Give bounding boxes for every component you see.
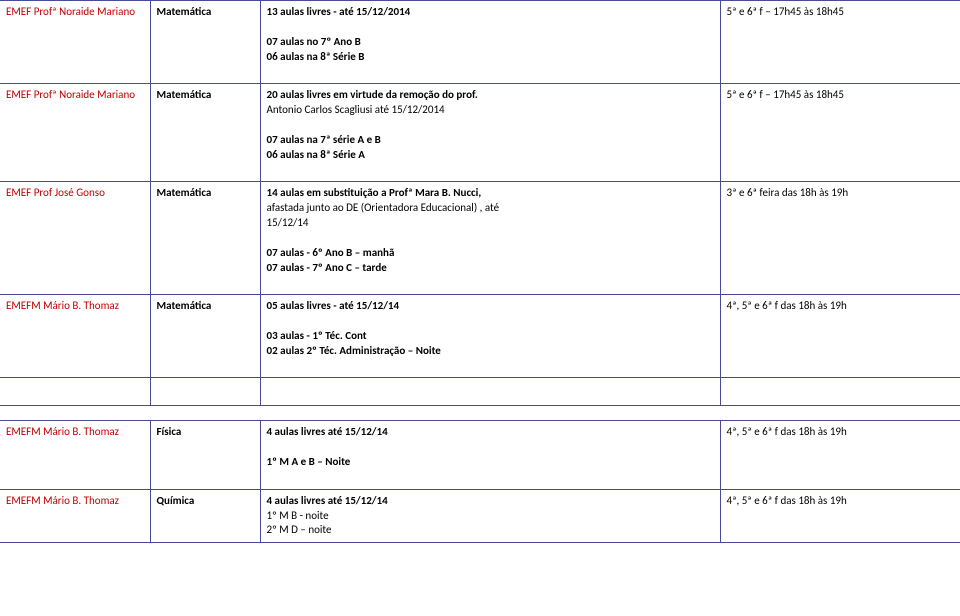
school-name: EMEF Profª Noraide Mariano	[6, 5, 135, 18]
cell-subject: Física	[150, 421, 260, 489]
desc-title-line2: Antonio Carlos Scagliusi até 15/12/2014	[267, 103, 445, 116]
cell-desc: 13 aulas livres - até 15/12/2014 07 aula…	[260, 1, 720, 84]
schedule-text: 5ª e 6ª f – 17h45 às 18h45	[727, 5, 844, 18]
table-row-spacer	[0, 378, 960, 406]
schedule-table: EMEF Profª Noraide Mariano Matemática 13…	[0, 0, 960, 406]
desc-title: 13 aulas livres - até 15/12/2014	[267, 5, 411, 18]
cell-schedule: 4ª, 5ª e 6ª f das 18h às 19h	[720, 421, 960, 489]
cell-schedule: 5ª e 6ª f – 17h45 às 18h45	[720, 1, 960, 84]
cell-desc: 4 aulas livres até 15/12/14 1º M B - noi…	[260, 489, 720, 543]
cell-school: EMEF Prof José Gonso	[0, 182, 150, 295]
cell-desc: 05 aulas livres - até 15/12/14 03 aulas …	[260, 295, 720, 378]
subject: Física	[157, 425, 182, 438]
subject: Química	[157, 494, 195, 507]
cell-subject: Matemática	[150, 1, 260, 84]
table-row: EMEF Profª Noraide Mariano Matemática 20…	[0, 84, 960, 182]
desc-line: 06 aulas na 8ª Série A	[267, 148, 365, 161]
cell-schedule: 5ª e 6ª f – 17h45 às 18h45	[720, 84, 960, 182]
table-row: EMEF Prof José Gonso Matemática 14 aulas…	[0, 182, 960, 295]
school-name: EMEFM Mário B. Thomaz	[6, 425, 119, 438]
school-name: EMEF Profª Noraide Mariano	[6, 88, 135, 101]
subject: Matemática	[157, 186, 212, 199]
schedule-text: 3ª e 6ª feira das 18h às 19h	[727, 186, 849, 199]
cell-subject: Química	[150, 489, 260, 543]
cell-school: EMEFM Mário B. Thomaz	[0, 489, 150, 543]
desc-line: 07 aulas no 7º Ano B	[267, 35, 361, 48]
table-row: EMEFM Mário B. Thomaz Física 4 aulas liv…	[0, 421, 960, 489]
desc-line: 07 aulas - 7º Ano C – tarde	[267, 261, 387, 274]
subject: Matemática	[157, 299, 212, 312]
schedule-text: 5ª e 6ª f – 17h45 às 18h45	[727, 88, 844, 101]
desc-title-line: 15/12/14	[267, 216, 309, 229]
desc-line: 02 aulas 2º Téc. Administração – Noite	[267, 344, 441, 357]
cell-schedule: 3ª e 6ª feira das 18h às 19h	[720, 182, 960, 295]
desc-line: 03 aulas - 1º Téc. Cont	[267, 329, 367, 342]
table-row: EMEFM Mário B. Thomaz Química 4 aulas li…	[0, 489, 960, 543]
subject: Matemática	[157, 5, 212, 18]
cell-desc: 20 aulas livres em virtude da remoção do…	[260, 84, 720, 182]
cell-desc: 4 aulas livres até 15/12/14 1º M A e B –…	[260, 421, 720, 489]
desc-title: 20 aulas livres em virtude da remoção do…	[267, 88, 478, 101]
desc-title: 14 aulas em substituição a Profª Mara B.…	[267, 186, 482, 199]
schedule-text: 4ª, 5ª e 6ª f das 18h às 19h	[727, 494, 847, 507]
table-row: EMEFM Mário B. Thomaz Matemática 05 aula…	[0, 295, 960, 378]
cell-subject: Matemática	[150, 182, 260, 295]
desc-title: 4 aulas livres até 15/12/14	[267, 494, 388, 507]
desc-line: 06 aulas na 8ª Série B	[267, 50, 365, 63]
cell-subject: Matemática	[150, 295, 260, 378]
cell-school: EMEFM Mário B. Thomaz	[0, 295, 150, 378]
table-row: EMEF Profª Noraide Mariano Matemática 13…	[0, 1, 960, 84]
schedule-text: 4ª, 5ª e 6ª f das 18h às 19h	[727, 299, 847, 312]
schedule-table-2: EMEFM Mário B. Thomaz Física 4 aulas liv…	[0, 420, 960, 543]
cell-school: EMEF Profª Noraide Mariano	[0, 1, 150, 84]
cell-schedule: 4ª, 5ª e 6ª f das 18h às 19h	[720, 489, 960, 543]
desc-line: 2º M D – noite	[267, 523, 332, 536]
desc-line: 07 aulas na 7ª série A e B	[267, 133, 381, 146]
desc-title: 4 aulas livres até 15/12/14	[267, 425, 388, 438]
desc-title-line: afastada junto ao DE (Orientadora Educac…	[267, 201, 500, 214]
subject: Matemática	[157, 88, 212, 101]
school-name: EMEFM Mário B. Thomaz	[6, 299, 119, 312]
desc-line: 1º M A e B – Noite	[267, 455, 351, 468]
school-name: EMEF Prof José Gonso	[6, 186, 105, 199]
schedule-text: 4ª, 5ª e 6ª f das 18h às 19h	[727, 425, 847, 438]
cell-desc: 14 aulas em substituição a Profª Mara B.…	[260, 182, 720, 295]
section-gap	[0, 406, 960, 420]
cell-school: EMEFM Mário B. Thomaz	[0, 421, 150, 489]
desc-title: 05 aulas livres - até 15/12/14	[267, 299, 400, 312]
cell-subject: Matemática	[150, 84, 260, 182]
school-name: EMEFM Mário B. Thomaz	[6, 494, 119, 507]
cell-school: EMEF Profª Noraide Mariano	[0, 84, 150, 182]
desc-line: 1º M B - noite	[267, 509, 329, 522]
cell-schedule: 4ª, 5ª e 6ª f das 18h às 19h	[720, 295, 960, 378]
desc-line: 07 aulas - 6º Ano B – manhã	[267, 246, 395, 259]
